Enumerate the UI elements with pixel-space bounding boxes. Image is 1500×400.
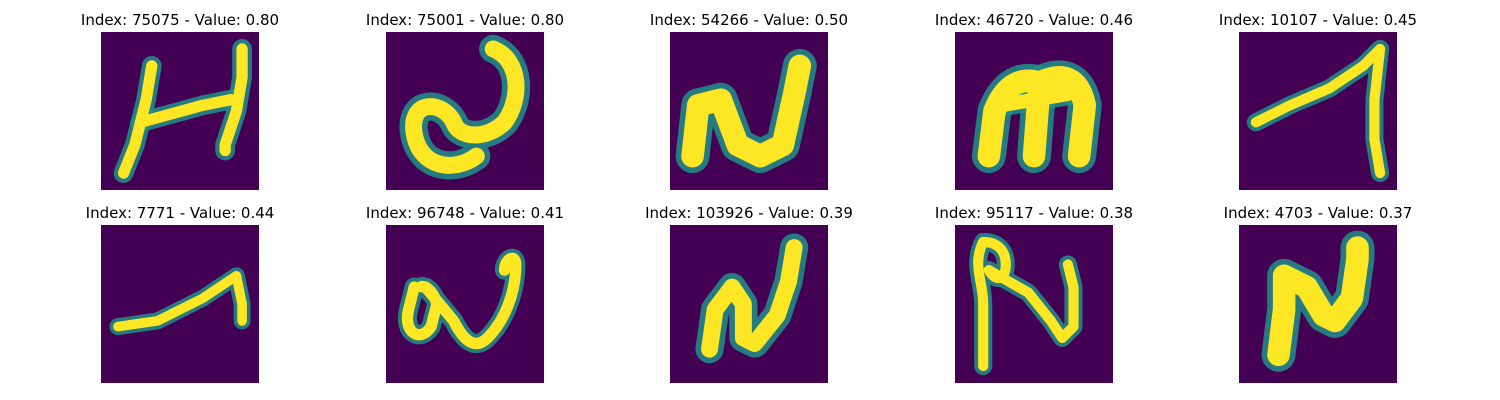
image-panel-9: Index: 95117 - Value: 0.38	[904, 203, 1164, 393]
panel-title: Index: 4703 - Value: 0.37	[1223, 204, 1413, 222]
panel-title: Index: 75075 - Value: 0.80	[80, 11, 280, 29]
image-panel-5: Index: 10107 - Value: 0.45	[1188, 10, 1448, 200]
digit-image	[670, 225, 828, 383]
image-panel-7: Index: 96748 - Value: 0.41	[335, 203, 595, 393]
image-panel-10: Index: 4703 - Value: 0.37	[1188, 203, 1448, 393]
image-panel-4: Index: 46720 - Value: 0.46	[904, 10, 1164, 200]
image-panel-6: Index: 7771 - Value: 0.44	[50, 203, 310, 393]
digit-image	[386, 225, 544, 383]
panel-title: Index: 96748 - Value: 0.41	[365, 204, 565, 222]
panel-title: Index: 46720 - Value: 0.46	[934, 11, 1134, 29]
digit-image	[101, 225, 259, 383]
digit-image	[955, 32, 1113, 190]
image-panel-8: Index: 103926 - Value: 0.39	[619, 203, 879, 393]
digit-image	[1239, 225, 1397, 383]
digit-image	[101, 32, 259, 190]
image-panel-1: Index: 75075 - Value: 0.80	[50, 10, 310, 200]
panel-title: Index: 95117 - Value: 0.38	[934, 204, 1134, 222]
digit-image	[955, 225, 1113, 383]
panel-title: Index: 75001 - Value: 0.80	[365, 11, 565, 29]
image-panel-2: Index: 75001 - Value: 0.80	[335, 10, 595, 200]
panel-title: Index: 10107 - Value: 0.45	[1218, 11, 1418, 29]
panel-title: Index: 103926 - Value: 0.39	[645, 204, 853, 222]
digit-image	[386, 32, 544, 190]
digit-image	[670, 32, 828, 190]
digit-image	[1239, 32, 1397, 190]
panel-title: Index: 7771 - Value: 0.44	[85, 204, 275, 222]
image-panel-3: Index: 54266 - Value: 0.50	[619, 10, 879, 200]
panel-title: Index: 54266 - Value: 0.50	[649, 11, 849, 29]
